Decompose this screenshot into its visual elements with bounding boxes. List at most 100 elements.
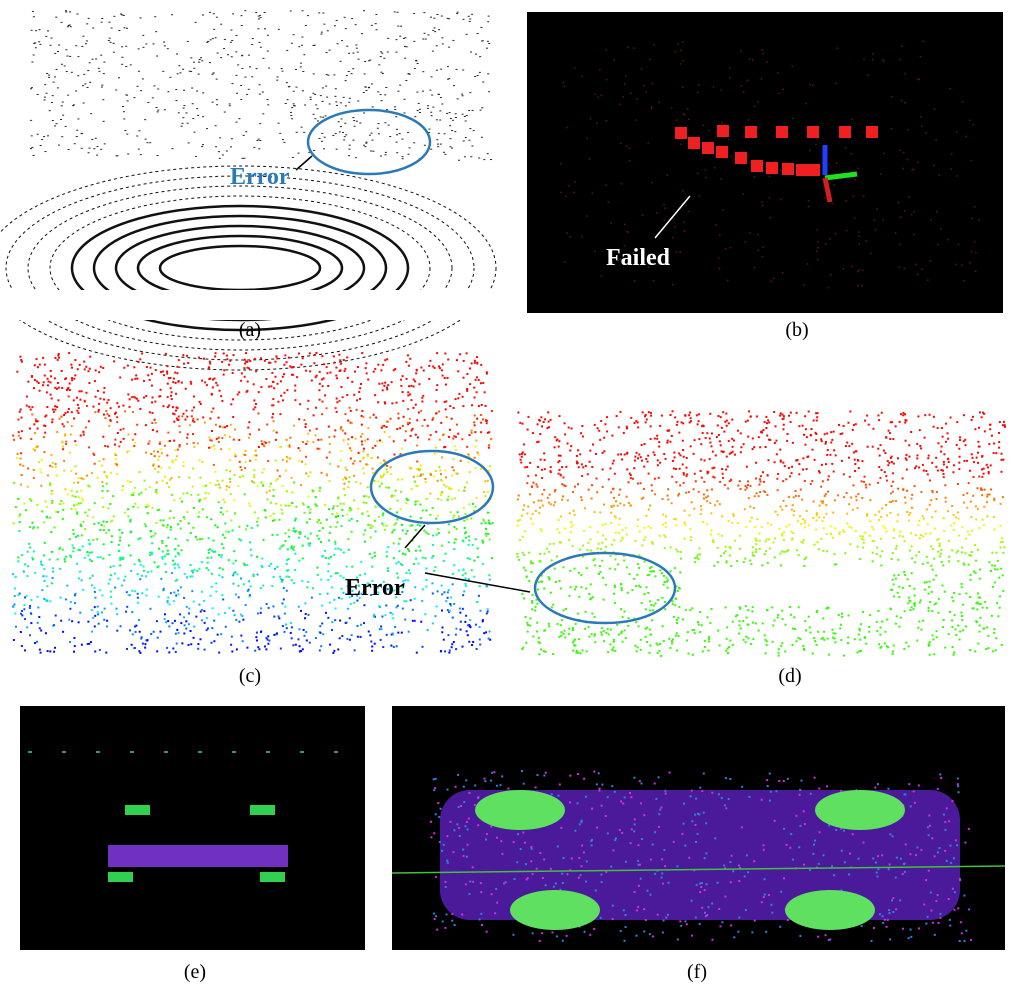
point (215, 382, 217, 384)
point (235, 593, 237, 595)
point (127, 433, 129, 435)
point (260, 17, 262, 18)
point (315, 104, 317, 105)
point (956, 444, 958, 446)
point (352, 53, 354, 54)
point (880, 564, 882, 566)
point (28, 543, 30, 545)
point (387, 38, 389, 39)
point (150, 530, 152, 532)
point (754, 267, 756, 269)
point (382, 73, 384, 74)
point (684, 230, 686, 232)
point (482, 81, 484, 82)
point (304, 512, 306, 514)
point (149, 608, 151, 610)
point (849, 411, 851, 413)
point (82, 431, 84, 433)
point (301, 10, 303, 11)
point (732, 451, 734, 453)
point (284, 540, 286, 542)
point (581, 475, 583, 477)
point (563, 633, 565, 635)
point (243, 135, 245, 136)
point (541, 581, 543, 583)
point (422, 71, 424, 72)
point (539, 553, 541, 555)
point (222, 534, 224, 536)
point (480, 110, 482, 111)
point (58, 45, 60, 46)
point (462, 608, 464, 610)
point (307, 440, 309, 442)
point (103, 414, 105, 416)
point (371, 650, 373, 652)
point (1000, 453, 1002, 455)
point (410, 385, 412, 387)
point (962, 526, 964, 528)
point (175, 382, 177, 384)
point (240, 85, 242, 86)
point (249, 66, 251, 67)
point (902, 488, 904, 490)
point (337, 466, 339, 468)
point (440, 499, 442, 501)
point (826, 454, 828, 456)
point (81, 148, 83, 149)
point (50, 454, 52, 456)
point (455, 539, 457, 541)
point (550, 419, 552, 421)
point (592, 193, 594, 195)
point (345, 80, 347, 81)
point (940, 553, 942, 555)
point (359, 398, 361, 400)
point (175, 459, 177, 461)
point (764, 553, 766, 555)
point (997, 615, 999, 617)
point (415, 558, 417, 560)
point (241, 68, 243, 69)
point (820, 486, 822, 488)
point (78, 496, 80, 498)
point (517, 556, 519, 558)
point (132, 506, 134, 508)
point (113, 43, 115, 44)
point (39, 364, 41, 366)
point (183, 516, 185, 518)
point (272, 413, 274, 415)
point (866, 415, 868, 417)
point (235, 455, 237, 457)
point (224, 39, 226, 40)
point (901, 100, 903, 102)
pose-marker (839, 126, 851, 138)
point (95, 138, 97, 139)
point (651, 490, 653, 492)
point (439, 120, 441, 121)
point (134, 626, 136, 628)
point (113, 360, 115, 362)
point (855, 495, 857, 497)
point (231, 636, 233, 638)
point (761, 78, 763, 80)
point (416, 445, 418, 447)
point (381, 382, 383, 384)
point (254, 511, 256, 513)
point (225, 626, 227, 628)
point (583, 530, 585, 532)
point (298, 606, 300, 608)
point (23, 502, 25, 504)
point (326, 74, 328, 75)
point (293, 546, 295, 548)
point (570, 236, 572, 238)
point (444, 469, 446, 471)
point (384, 529, 386, 531)
point (994, 581, 996, 583)
point (172, 460, 174, 462)
point (856, 499, 858, 501)
point (672, 638, 674, 640)
point (29, 427, 31, 429)
point (643, 466, 645, 468)
point (394, 454, 396, 456)
point (374, 552, 376, 554)
point (222, 426, 224, 428)
